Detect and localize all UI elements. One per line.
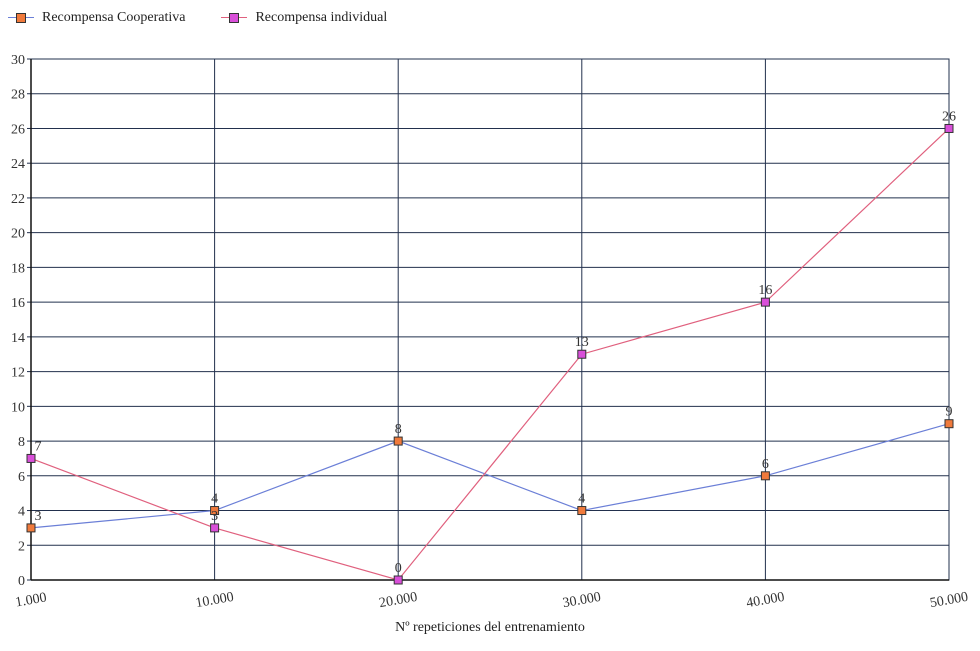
legend-label-individual: Recompensa individual bbox=[255, 10, 388, 25]
legend-label-cooperativa: Recompensa Cooperativa bbox=[42, 10, 186, 25]
x-axis-title: Nº repeticiones del entrenamiento bbox=[395, 620, 585, 635]
data-label-1: 3 bbox=[211, 509, 218, 524]
legend-swatch-individual bbox=[221, 12, 248, 24]
legend-item-individual: Recompensa individual bbox=[221, 10, 387, 26]
data-label-0: 9 bbox=[946, 405, 953, 420]
plot-area bbox=[30, 58, 950, 581]
data-label-0: 6 bbox=[762, 457, 769, 472]
data-point-1 bbox=[760, 297, 770, 307]
data-point-0 bbox=[210, 506, 220, 516]
y-tick-label: 12 bbox=[11, 366, 25, 381]
y-tick-label: 24 bbox=[11, 157, 25, 172]
data-label-0: 3 bbox=[35, 509, 42, 524]
y-tick-label: 14 bbox=[11, 331, 25, 346]
chart-legend: Recompensa Cooperativa Recompensa indivi… bbox=[8, 10, 387, 26]
data-label-0: 8 bbox=[395, 422, 402, 437]
y-tick-label: 20 bbox=[11, 227, 25, 242]
data-point-1 bbox=[577, 349, 587, 359]
data-label-1: 26 bbox=[942, 109, 956, 124]
data-point-0 bbox=[26, 523, 36, 533]
data-point-1 bbox=[944, 123, 954, 133]
data-point-1 bbox=[210, 523, 220, 533]
y-tick-label: 16 bbox=[11, 296, 25, 311]
data-label-0: 4 bbox=[211, 492, 218, 507]
y-tick-label: 8 bbox=[18, 435, 25, 450]
series-line-1 bbox=[30, 128, 950, 581]
data-point-0 bbox=[577, 506, 587, 516]
y-tick-label: 6 bbox=[18, 470, 25, 485]
y-tick-label: 0 bbox=[18, 574, 25, 589]
x-tick-label: 40.000 bbox=[745, 590, 786, 611]
y-tick-label: 18 bbox=[11, 261, 25, 276]
series-line-0 bbox=[30, 423, 950, 529]
data-label-1: 7 bbox=[35, 439, 42, 454]
y-tick-label: 2 bbox=[18, 539, 25, 554]
y-tick-label: 22 bbox=[11, 192, 25, 207]
x-tick-label: 50.000 bbox=[929, 590, 970, 611]
data-point-0 bbox=[393, 436, 403, 446]
y-tick-label: 28 bbox=[11, 88, 25, 103]
data-label-1: 0 bbox=[395, 561, 402, 576]
y-tick-label: 10 bbox=[11, 400, 25, 415]
y-tick-label: 4 bbox=[18, 505, 25, 520]
legend-swatch-cooperativa bbox=[8, 12, 34, 24]
x-tick-label: 10.000 bbox=[194, 590, 235, 611]
data-point-0 bbox=[760, 471, 770, 481]
x-tick-label: 20.000 bbox=[378, 590, 419, 611]
data-point-1 bbox=[26, 453, 36, 463]
data-label-0: 4 bbox=[578, 492, 585, 507]
legend-item-cooperativa: Recompensa Cooperativa bbox=[8, 10, 185, 26]
data-label-1: 16 bbox=[758, 283, 772, 298]
y-tick-label: 30 bbox=[11, 53, 25, 68]
x-tick-label: 1.000 bbox=[14, 590, 48, 610]
x-tick-label: 30.000 bbox=[562, 590, 603, 611]
data-point-1 bbox=[393, 575, 403, 585]
y-tick-label: 26 bbox=[11, 122, 25, 137]
data-point-0 bbox=[944, 419, 954, 429]
data-label-1: 13 bbox=[575, 335, 589, 350]
